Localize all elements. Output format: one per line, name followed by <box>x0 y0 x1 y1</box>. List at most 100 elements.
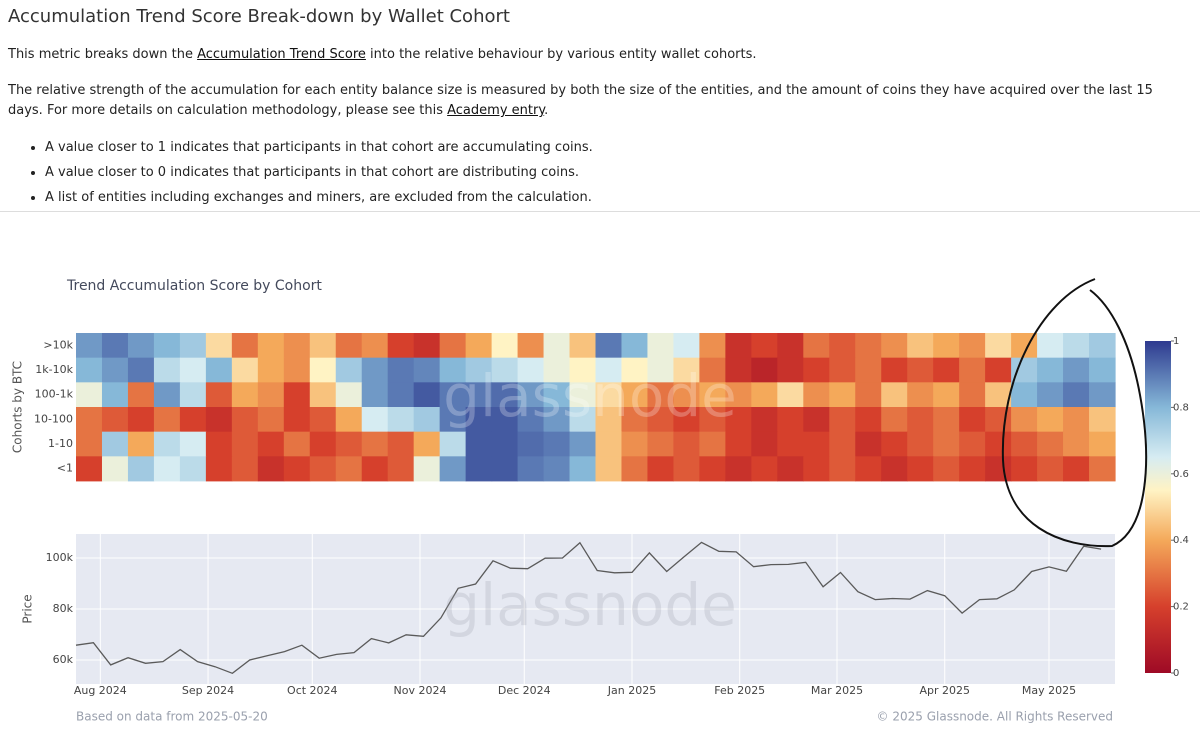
heatmap-cell <box>205 382 233 408</box>
heatmap-cell <box>465 357 493 383</box>
heatmap-cell <box>413 333 441 359</box>
footer-source: Based on data from 2025-05-20 <box>76 710 268 724</box>
heatmap-cell <box>673 456 700 482</box>
chart-title: Trend Accumulation Score by Cohort <box>66 278 322 294</box>
heatmap-cell <box>985 333 1012 359</box>
heatmap-cell <box>127 431 155 457</box>
y-tick-label: 60k <box>53 653 74 666</box>
heatmap-cell <box>725 456 752 482</box>
heatmap-cell <box>439 333 467 359</box>
heatmap-cell <box>803 382 830 408</box>
heatmap-cell <box>543 333 571 359</box>
heatmap-cell <box>283 333 311 359</box>
heatmap-cell <box>101 333 129 359</box>
heatmap-cell <box>673 431 700 457</box>
heatmap-cell <box>1089 333 1116 359</box>
price-line <box>75 541 1102 675</box>
heatmap-cell <box>205 357 233 383</box>
heatmap-cell <box>829 431 856 457</box>
heatmap-cell <box>1037 333 1064 359</box>
heatmap-cell <box>1011 382 1038 408</box>
heatmap-cell <box>1011 407 1038 433</box>
link[interactable]: Academy entry <box>447 103 545 118</box>
heatmap-cell <box>231 382 259 408</box>
heatmap-cell <box>1089 456 1116 482</box>
heatmap-cell <box>777 333 804 359</box>
heatmap-cell <box>1089 407 1116 433</box>
heatmap-cell <box>959 431 986 457</box>
heatmap-cell <box>985 456 1012 482</box>
heatmap-cell <box>1063 431 1090 457</box>
heatmap-cell <box>777 456 804 482</box>
heatmap-cell <box>76 382 103 408</box>
heatmap-cell <box>569 382 597 408</box>
heatmap-cell <box>1037 382 1064 408</box>
heatmap-cell <box>127 407 155 433</box>
heatmap-cell <box>413 431 441 457</box>
heatmap-cell <box>127 456 155 482</box>
x-tick-label: Apr 2025 <box>919 684 970 697</box>
heatmap-cell <box>881 407 908 433</box>
heatmap-cell <box>907 456 934 482</box>
heatmap-cell <box>959 382 986 408</box>
heatmap-cell <box>413 407 441 433</box>
heatmap-cell <box>673 357 700 383</box>
heatmap-cell <box>751 407 778 433</box>
heatmap-cell <box>491 357 519 383</box>
heatmap-cell <box>595 456 623 482</box>
heatmap-cell <box>621 382 649 408</box>
heatmap-cell <box>751 456 778 482</box>
heatmap-cell <box>101 382 129 408</box>
heatmap-cell <box>335 382 363 408</box>
colorbar <box>1145 341 1171 673</box>
heatmap-cell <box>387 333 415 359</box>
heatmap-cell <box>413 456 441 482</box>
heatmap-cell <box>595 407 623 433</box>
heatmap-cell <box>153 407 181 433</box>
link[interactable]: Accumulation Trend Score <box>197 47 366 62</box>
x-tick-label: Dec 2024 <box>498 684 551 697</box>
heatmap-cell <box>959 407 986 433</box>
colorbar-tick-label: 0.4 <box>1173 535 1189 546</box>
heatmap-cell <box>907 357 934 383</box>
heatmap-cell <box>1063 407 1090 433</box>
heatmap-cell <box>855 407 882 433</box>
heatmap-cell <box>465 456 493 482</box>
heatmap-cell <box>283 357 311 383</box>
heatmap-cell <box>933 382 960 408</box>
heatmap-cell <box>361 431 389 457</box>
y-tick-label: 1-10 <box>48 437 73 450</box>
heatmap-cell <box>907 407 934 433</box>
heatmap-cell <box>725 357 752 383</box>
heatmap-cell <box>153 431 181 457</box>
heatmap-cell <box>387 382 415 408</box>
heatmap-cell <box>231 456 259 482</box>
heatmap-cell <box>621 333 649 359</box>
heatmap-cell <box>881 382 908 408</box>
heatmap-cell <box>179 357 207 383</box>
heatmap-cell <box>517 382 545 408</box>
heatmap-cell <box>231 357 259 383</box>
price-chart <box>75 534 1115 684</box>
heatmap-cell <box>881 431 908 457</box>
heatmap-cell <box>647 431 675 457</box>
heatmap-cell <box>699 382 726 408</box>
heatmap-cell <box>1063 456 1090 482</box>
heatmap-cell <box>621 456 649 482</box>
heatmap-cell <box>621 357 649 383</box>
heatmap-cell <box>673 333 700 359</box>
heatmap-cell <box>829 382 856 408</box>
heatmap-cell <box>76 431 103 457</box>
heatmap-cell <box>569 357 597 383</box>
heatmap-cell <box>517 333 545 359</box>
heatmap-cell <box>855 333 882 359</box>
heatmap-cell <box>465 431 493 457</box>
heatmap-cell <box>595 382 623 408</box>
heatmap-cell <box>881 357 908 383</box>
heatmap-cell <box>751 382 778 408</box>
heatmap-cell <box>153 456 181 482</box>
heatmap-cell <box>595 357 623 383</box>
y-axis-title: Price <box>21 594 35 623</box>
